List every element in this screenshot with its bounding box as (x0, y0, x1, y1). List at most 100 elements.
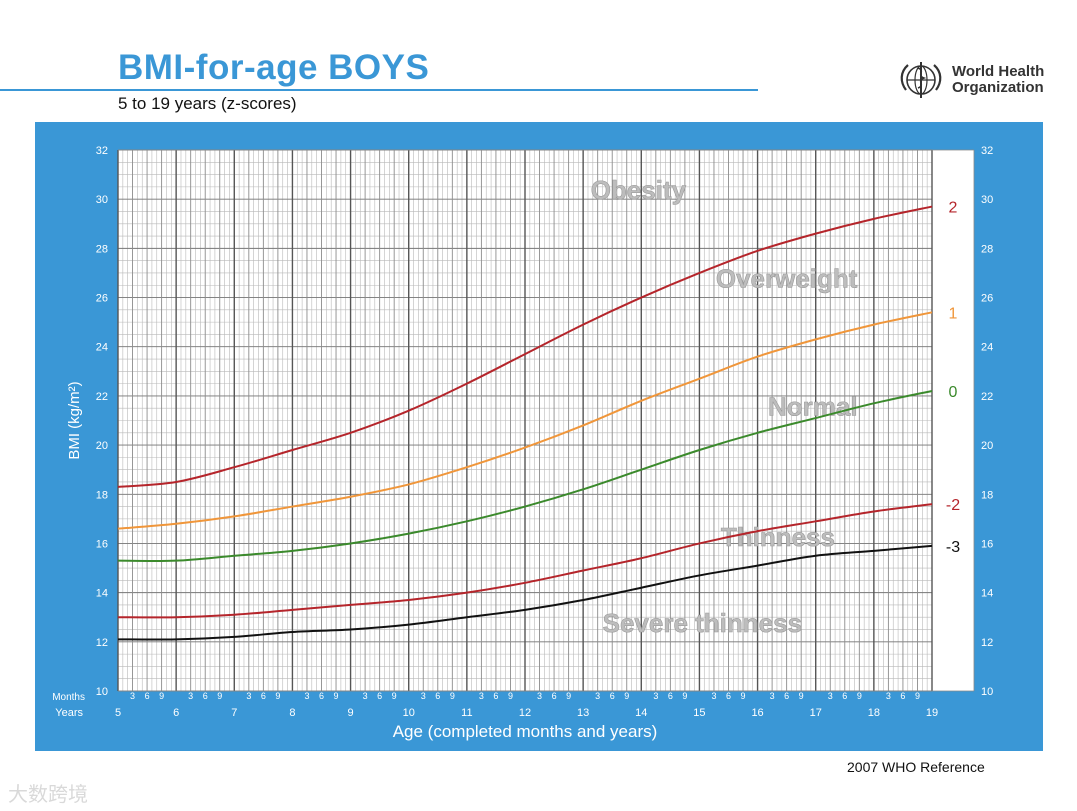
y-tick-label-right: 22 (981, 391, 993, 403)
y-tick-label-left: 22 (96, 391, 108, 403)
y-tick-label-left: 12 (96, 637, 108, 649)
x-tick-label-month: 6 (610, 691, 615, 701)
series-end-labels: 2 1 0 -2 -3 (946, 200, 960, 556)
x-tick-label-month: 9 (682, 691, 687, 701)
x-tick-label-year: 11 (461, 707, 472, 719)
y-tick-label-right: 16 (981, 538, 993, 550)
x-tick-label-month: 6 (493, 691, 498, 701)
x-tick-label-month: 3 (828, 691, 833, 701)
x-tick-label-month: 6 (900, 691, 905, 701)
who-emblem-icon (900, 62, 942, 98)
x-tick-label-month: 3 (246, 691, 251, 701)
months-row-label: Months (52, 692, 85, 703)
x-tick-label-year: 17 (810, 707, 822, 719)
x-tick-label-year: 10 (403, 707, 415, 719)
x-tick-label-year: 18 (868, 707, 880, 719)
years-row-label: Years (55, 707, 83, 719)
x-tick-label-month: 3 (595, 691, 600, 701)
x-tick-label-month: 9 (857, 691, 862, 701)
zone-label: Overweight (716, 264, 858, 294)
y-tick-label-right: 28 (981, 243, 993, 255)
x-tick-label-month: 9 (159, 691, 164, 701)
x-tick-label-month: 9 (741, 691, 746, 701)
x-tick-label-month: 9 (566, 691, 571, 701)
x-tick-label-month: 9 (217, 691, 222, 701)
series-lines (117, 205, 933, 641)
x-tick-label-month: 9 (508, 691, 513, 701)
x-tick-label-month: 9 (624, 691, 629, 701)
y-tick-label-left: 32 (96, 145, 108, 157)
reference-note: 2007 WHO Reference (847, 759, 985, 775)
organization-name: World Health Organization (952, 64, 1044, 96)
watermark: 大数跨境 (8, 782, 88, 806)
x-tick-label-year: 7 (231, 707, 237, 719)
zone-label: Thinness (721, 522, 835, 552)
x-tick-label-month: 9 (450, 691, 455, 701)
x-tick-label-month: 6 (784, 691, 789, 701)
y-tick-label-right: 26 (981, 293, 993, 305)
x-tick-label-month: 6 (377, 691, 382, 701)
zone-label: Normal (768, 392, 858, 422)
y-tick-label-left: 18 (96, 489, 108, 501)
x-tick-label-month: 3 (304, 691, 309, 701)
x-tick-label-month: 3 (421, 691, 426, 701)
x-tick-label-year: 16 (751, 707, 763, 719)
series-label-z-3: -3 (946, 539, 960, 556)
y-tick-label-right: 20 (981, 440, 993, 452)
zone-label: Severe thinness (603, 608, 802, 638)
x-tick-label-month: 3 (537, 691, 542, 701)
series-label-z2: 2 (949, 200, 958, 217)
series-label-z1: 1 (949, 305, 958, 322)
x-tick-label-year: 13 (577, 707, 589, 719)
x-tick-label-year: 6 (173, 707, 179, 719)
series-line-z0 (117, 390, 933, 563)
y-tick-label-right: 14 (981, 588, 993, 600)
x-tick-label-year: 8 (289, 707, 295, 719)
x-tick-label-month: 6 (552, 691, 557, 701)
y-tick-label-left: 14 (96, 588, 108, 600)
zone-label: Obesity (591, 175, 687, 205)
organization-name-line2: Organization (952, 79, 1044, 96)
y-tick-label-left: 20 (96, 440, 108, 452)
x-tick-label-month: 3 (770, 691, 775, 701)
x-tick-label-year: 9 (348, 707, 354, 719)
y-tick-label-right: 32 (981, 145, 993, 157)
y-tick-label-left: 24 (96, 342, 108, 354)
zone-labels: Obesity Overweight Normal Thinness Severe th… (590, 175, 858, 638)
organization-name-line1: World Health (952, 63, 1045, 80)
x-tick-label-month: 3 (653, 691, 658, 701)
y-tick-label-right: 18 (981, 489, 993, 501)
x-tick-label-month: 3 (479, 691, 484, 701)
series-line-z2 (117, 205, 933, 488)
x-tick-label-month: 6 (726, 691, 731, 701)
x-tick-label-year: 5 (115, 707, 121, 719)
page-title: BMI-for-age BOYS (118, 48, 430, 87)
x-tick-label-year: 12 (519, 707, 531, 719)
y-tick-label-left: 10 (96, 686, 108, 698)
x-axis-label: Age (completed months and years) (393, 722, 658, 741)
x-tick-label-month: 6 (145, 691, 150, 701)
y-tick-label-left: 26 (96, 293, 108, 305)
y-tick-label-left: 16 (96, 538, 108, 550)
x-axis-ticks: 5 6 7 8 9 10 11 12 13 14 15 16 17 18 193 6 9 3 6 9 3 6 9 3 6 9 3 6 9… (115, 691, 938, 719)
x-tick-label-month: 3 (886, 691, 891, 701)
y-tick-label-left: 28 (96, 243, 108, 255)
x-tick-label-month: 6 (203, 691, 208, 701)
x-tick-label-month: 9 (799, 691, 804, 701)
x-tick-label-month: 6 (668, 691, 673, 701)
x-tick-label-month: 6 (261, 691, 266, 701)
x-tick-label-month: 9 (392, 691, 397, 701)
x-tick-label-month: 3 (130, 691, 135, 701)
x-tick-label-month: 3 (188, 691, 193, 701)
x-tick-label-month: 9 (334, 691, 339, 701)
series-label-z-2: -2 (946, 497, 960, 514)
series-line-z-2 (117, 503, 933, 619)
y-tick-label-right: 24 (981, 342, 993, 354)
x-tick-label-year: 19 (926, 707, 938, 719)
x-tick-label-month: 6 (435, 691, 440, 701)
x-tick-label-month: 6 (842, 691, 847, 701)
x-tick-label-month: 3 (711, 691, 716, 701)
y-tick-label-left: 30 (96, 194, 108, 206)
x-tick-label-year: 15 (693, 707, 705, 719)
